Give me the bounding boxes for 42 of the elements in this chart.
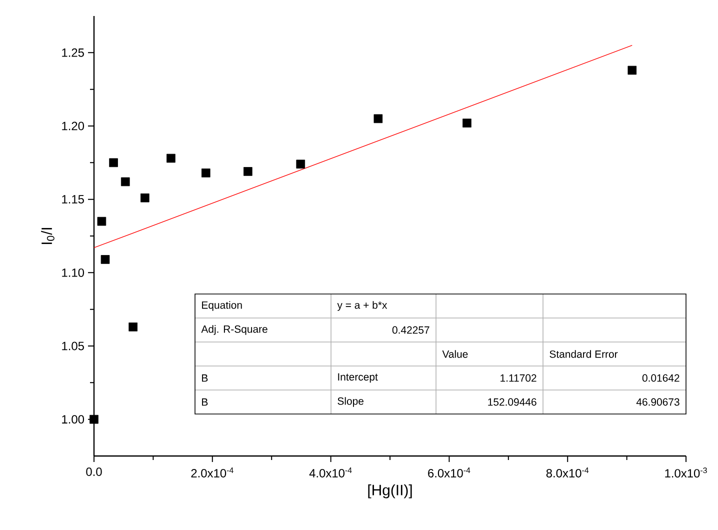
y-tick-label: 1.00 [62,415,84,424]
point [120,177,130,186]
y-tick-label: 1.05 [62,342,84,350]
x-tick-label: 2.0x10$^{-4}$ [191,468,234,478]
annotation: Intercept [338,373,378,383]
y-axis-title: I$_{0}$/I [41,228,54,244]
y-tick-label: 1.15 [62,195,84,204]
point [90,414,98,424]
x-tick-label: 0.0 [86,468,102,476]
y-tick-label: 1.25 [62,48,84,57]
point [109,158,118,168]
annotation: Equation [202,301,242,311]
point [166,154,176,163]
y-tick-label: 1.20 [62,122,84,130]
point [100,255,110,264]
annotation: Value [442,350,468,358]
point [140,193,150,202]
annotation: y = a + b*x [337,301,388,311]
annotation: 152.09446 [488,398,536,406]
y-tick-label: 1.10 [62,268,84,277]
annotation: Adj. R-Square [201,325,268,335]
x-tick-label: 4.0x10$^{-4}$ [309,468,352,478]
annotation: 0.42257 [392,326,430,334]
annotation: B [202,398,208,406]
annotation: B [202,374,208,382]
point [128,322,138,332]
point [374,114,383,124]
annotation: 46.90673 [636,398,680,406]
point [296,160,306,169]
point [628,66,637,75]
point [201,168,210,178]
x-tick-label: 8.0x10$^{-4}$ [546,468,589,478]
x-tick-label: 6.0x10$^{-4}$ [428,468,470,478]
annotation: Slope [338,397,364,407]
x-tick-label: 1.0x10$^{-3}$ [665,468,707,478]
annotation: Standard Error [550,350,618,358]
point [97,216,106,226]
annotation: 1.11702 [500,374,536,382]
point [462,118,472,128]
point [244,167,252,176]
annotation: 0.01642 [642,374,680,382]
x-axis-title: [Hg(II)] [368,484,412,498]
